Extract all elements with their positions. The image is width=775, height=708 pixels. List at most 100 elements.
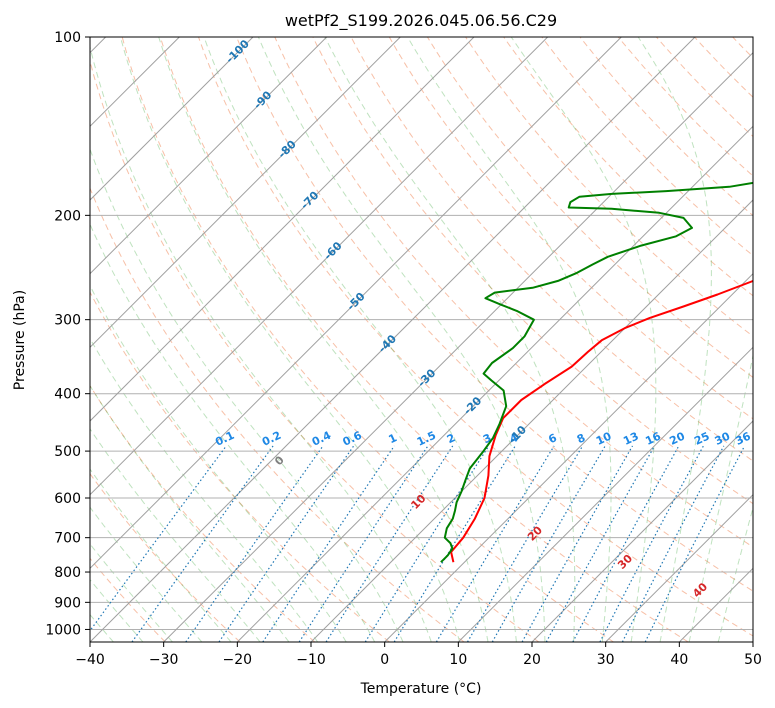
y-tick-label: 100 (54, 30, 81, 46)
moist-adiabat-line (90, 384, 290, 642)
isotherm-line (384, 272, 753, 642)
mixing-ratio-lines (90, 445, 746, 642)
mixing-ratio-line (131, 445, 274, 642)
isotherm-line (163, 51, 753, 642)
mixing-ratio-line (466, 445, 584, 642)
mixing-ratio-line (185, 445, 324, 642)
y-axis-ticks: 100 200 300 400 500 600 700 800 900 1000 (45, 30, 90, 638)
mixing-ratio-label: 36 (733, 429, 753, 447)
isotherm-line (605, 493, 753, 642)
mixing-ratio-label: 25 (692, 430, 711, 448)
isotherm-line (310, 199, 753, 642)
mixing-ratio-line (644, 445, 746, 642)
mixing-ratio-label: 13 (621, 430, 640, 448)
mixing-ratio-line (599, 445, 704, 642)
mixing-ratio-label: 20 (668, 429, 688, 447)
moist-adiabat-line (257, 37, 546, 642)
moist-adiabat-line (90, 506, 203, 642)
moist-adiabat-line (90, 578, 144, 642)
isotherm-line (90, 37, 328, 275)
dry-adiabats (90, 37, 753, 642)
dry-adiabat-line (90, 384, 316, 642)
moist-adiabat-line (90, 427, 261, 642)
moist-adiabat-line (717, 505, 753, 642)
mixing-ratio-line (572, 445, 680, 642)
plot-frame (89, 36, 754, 643)
chart-title: wetPf2_S199.2026.045.06.56.C29 (285, 11, 557, 31)
y-tick-label: 300 (54, 313, 81, 329)
y-tick-label: 600 (54, 491, 81, 507)
moist-adiabat-line (203, 37, 517, 642)
x-axis-ticks: −40 −30 −20 −10 0 10 20 30 40 50 (75, 642, 762, 668)
dry-adiabat-line (312, 37, 753, 505)
dry-adiabat-line (426, 37, 753, 378)
moist-adiabat-line (90, 284, 347, 642)
mixing-ratio-line (435, 445, 555, 642)
isotherm-line (236, 125, 753, 642)
y-axis-label: Pressure (hPa) (12, 290, 28, 390)
isotherm-line (90, 37, 475, 422)
x-axis-label: Temperature (°C) (360, 681, 482, 697)
y-tick-label: 800 (54, 565, 81, 581)
x-tick-label: 10 (449, 652, 467, 668)
moist-adiabat-line (90, 543, 173, 642)
moist-adiabat-line (90, 44, 432, 642)
dry-adiabat-line (503, 37, 753, 297)
moist-adiabat-line (637, 37, 712, 642)
dry-adiabat-line (198, 37, 753, 637)
x-tick-label: 30 (597, 652, 615, 668)
moist-adiabat-line (90, 222, 376, 642)
x-tick-label: −20 (223, 652, 253, 668)
mixing-ratio-label: 30 (713, 429, 733, 447)
moist-adiabat-line (90, 468, 232, 642)
moist-adiabat-line (158, 37, 489, 642)
dry-adiabat-line (159, 37, 689, 642)
isotherm-line (531, 420, 753, 642)
isotherm-line (90, 37, 696, 642)
isobar-gridlines (90, 37, 753, 630)
x-tick-label: 40 (670, 652, 688, 668)
temperature-profile-line (450, 279, 753, 563)
mixing-ratio-label: 10 (594, 429, 614, 447)
moist-adiabat-line (510, 37, 657, 642)
x-tick-label: 0 (380, 652, 389, 668)
dry-adiabat-line (274, 37, 753, 548)
x-tick-label: −40 (75, 652, 105, 668)
isotherm-line (90, 37, 622, 570)
moist-adiabats (90, 37, 753, 642)
moist-adiabat-line (119, 37, 461, 642)
isotherm-line (90, 37, 549, 496)
dry-adiabat-line (617, 37, 753, 177)
mixing-ratio-label: 16 (643, 429, 663, 447)
mixing-ratio-line (90, 445, 227, 632)
moist-adiabat-line (90, 337, 319, 642)
dry-adiabat-line (90, 59, 540, 642)
y-tick-label: 1000 (45, 622, 81, 638)
y-tick-label: 700 (54, 531, 81, 547)
dewpoint-profile-line (440, 181, 753, 563)
isotherm-line (457, 346, 753, 642)
x-tick-label: 20 (523, 652, 541, 668)
y-tick-label: 900 (54, 595, 81, 611)
isotherm-line (90, 37, 401, 349)
x-tick-label: 50 (744, 652, 762, 668)
moist-adiabat-line (688, 353, 753, 642)
mixing-ratio-line (621, 445, 725, 642)
dry-adiabat-line (236, 37, 753, 592)
dry-adiabat-line (121, 37, 614, 642)
skewed-isotherms (90, 37, 753, 642)
mixing-ratio-line (364, 445, 490, 642)
dry-adiabat-line (90, 291, 390, 642)
moist-adiabat-line (90, 147, 404, 642)
y-tick-label: 200 (54, 208, 81, 224)
x-tick-label: −10 (296, 652, 326, 668)
mixing-ratio-line (262, 445, 395, 642)
x-tick-label: −30 (149, 652, 179, 668)
moist-adiabat-line (407, 37, 612, 642)
mixing-ratio-line (325, 445, 454, 642)
profile-series (440, 181, 753, 563)
plot-area: 0.1 0.2 0.4 0.6 1 1.5 2 3 4 6 8 10 13 16 20 25 30 36-100-… (90, 37, 753, 642)
